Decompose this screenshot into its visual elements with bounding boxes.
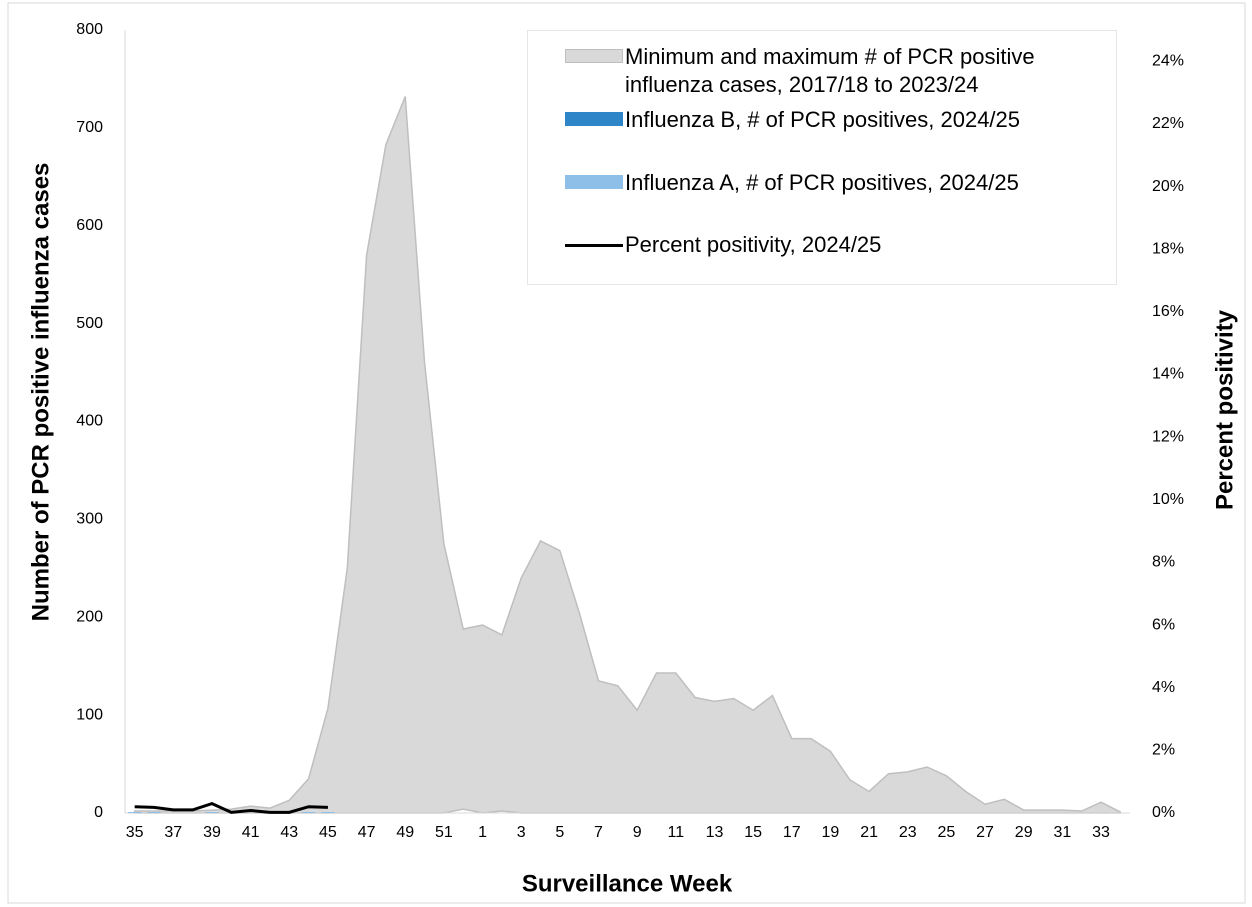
x-tick-label: 1 (478, 824, 487, 841)
x-tick-label: 45 (319, 824, 337, 841)
legend-label: Percent positivity, 2024/25 (625, 232, 882, 257)
y2-tick-label: 22% (1152, 115, 1184, 132)
x-axis-title: Surveillance Week (522, 870, 733, 897)
legend-label: Influenza A, # of PCR positives, 2024/25 (625, 170, 1019, 195)
y2-tick-label: 2% (1152, 742, 1175, 759)
y-tick-label: 500 (76, 315, 103, 332)
x-tick-label: 11 (668, 824, 685, 841)
y2-tick-label: 12% (1152, 428, 1184, 445)
x-tick-label: 21 (860, 824, 878, 841)
x-tick-label: 23 (899, 824, 917, 841)
y-axis-title: Number of PCR positive influenza cases (27, 163, 54, 622)
legend-item: Influenza A, # of PCR positives, 2024/25 (528, 169, 1095, 197)
x-tick-label: 35 (126, 824, 144, 841)
legend-swatch (565, 175, 623, 189)
y2-tick-label: 14% (1152, 366, 1184, 383)
x-tick-label: 19 (822, 824, 840, 841)
x-tick-label: 37 (164, 824, 182, 841)
x-tick-label: 43 (280, 824, 298, 841)
bar (321, 812, 335, 813)
legend-item: Influenza B, # of PCR positives, 2024/25 (528, 106, 1095, 134)
legend-swatch (565, 244, 623, 247)
bar (127, 812, 142, 813)
y2-tick-label: 24% (1152, 53, 1184, 70)
y2-tick-label: 4% (1152, 679, 1175, 696)
y-tick-label: 600 (76, 217, 103, 234)
y2-axis-title: Percent positivity (1211, 309, 1238, 510)
y2-tick-label: 8% (1152, 554, 1175, 571)
x-tick-label: 3 (517, 824, 526, 841)
x-tick-label: 39 (203, 824, 221, 841)
legend-item: Minimum and maximum # of PCR positive in… (528, 43, 1095, 99)
y-tick-label: 300 (76, 511, 103, 528)
x-tick-label: 15 (744, 824, 762, 841)
y2-tick-label: 6% (1152, 616, 1175, 633)
x-tick-label: 31 (1053, 824, 1071, 841)
bar (147, 812, 161, 813)
legend-label: Influenza B, # of PCR positives, 2024/25 (625, 107, 1021, 132)
x-tick-label: 41 (242, 824, 260, 841)
legend-swatch (565, 112, 623, 126)
x-tick-label: 5 (555, 824, 564, 841)
legend-label: Minimum and maximum # of PCR positive in… (625, 44, 1035, 97)
bar (205, 812, 219, 813)
x-tick-label: 25 (937, 824, 955, 841)
y2-tick-label: 16% (1152, 303, 1184, 320)
bar (301, 812, 316, 813)
x-tick-label: 27 (976, 824, 994, 841)
y-tick-label: 800 (76, 21, 103, 38)
legend: Minimum and maximum # of PCR positive in… (527, 30, 1117, 285)
y-tick-label: 0 (94, 804, 103, 821)
legend-item: Percent positivity, 2024/25 (528, 231, 1095, 259)
x-tick-label: 13 (706, 824, 724, 841)
x-tick-label: 51 (435, 824, 453, 841)
y-tick-label: 400 (76, 413, 103, 430)
x-tick-label: 47 (358, 824, 376, 841)
x-tick-label: 7 (594, 824, 603, 841)
y2-tick-label: 20% (1152, 178, 1184, 195)
legend-swatch (565, 49, 623, 63)
x-tick-label: 33 (1092, 824, 1110, 841)
y2-tick-label: 0% (1152, 804, 1175, 821)
y-tick-label: 700 (76, 119, 103, 136)
line (134, 801, 328, 814)
x-tick-label: 9 (633, 824, 642, 841)
chart-border (7, 2, 1246, 904)
y-tick-label: 100 (76, 706, 103, 723)
x-tick-label: 29 (1015, 824, 1033, 841)
y2-tick-label: 18% (1152, 240, 1184, 257)
y-tick-label: 200 (76, 608, 103, 625)
x-tick-label: 17 (783, 824, 801, 841)
y2-tick-label: 10% (1152, 491, 1184, 508)
x-tick-label: 49 (396, 824, 414, 841)
